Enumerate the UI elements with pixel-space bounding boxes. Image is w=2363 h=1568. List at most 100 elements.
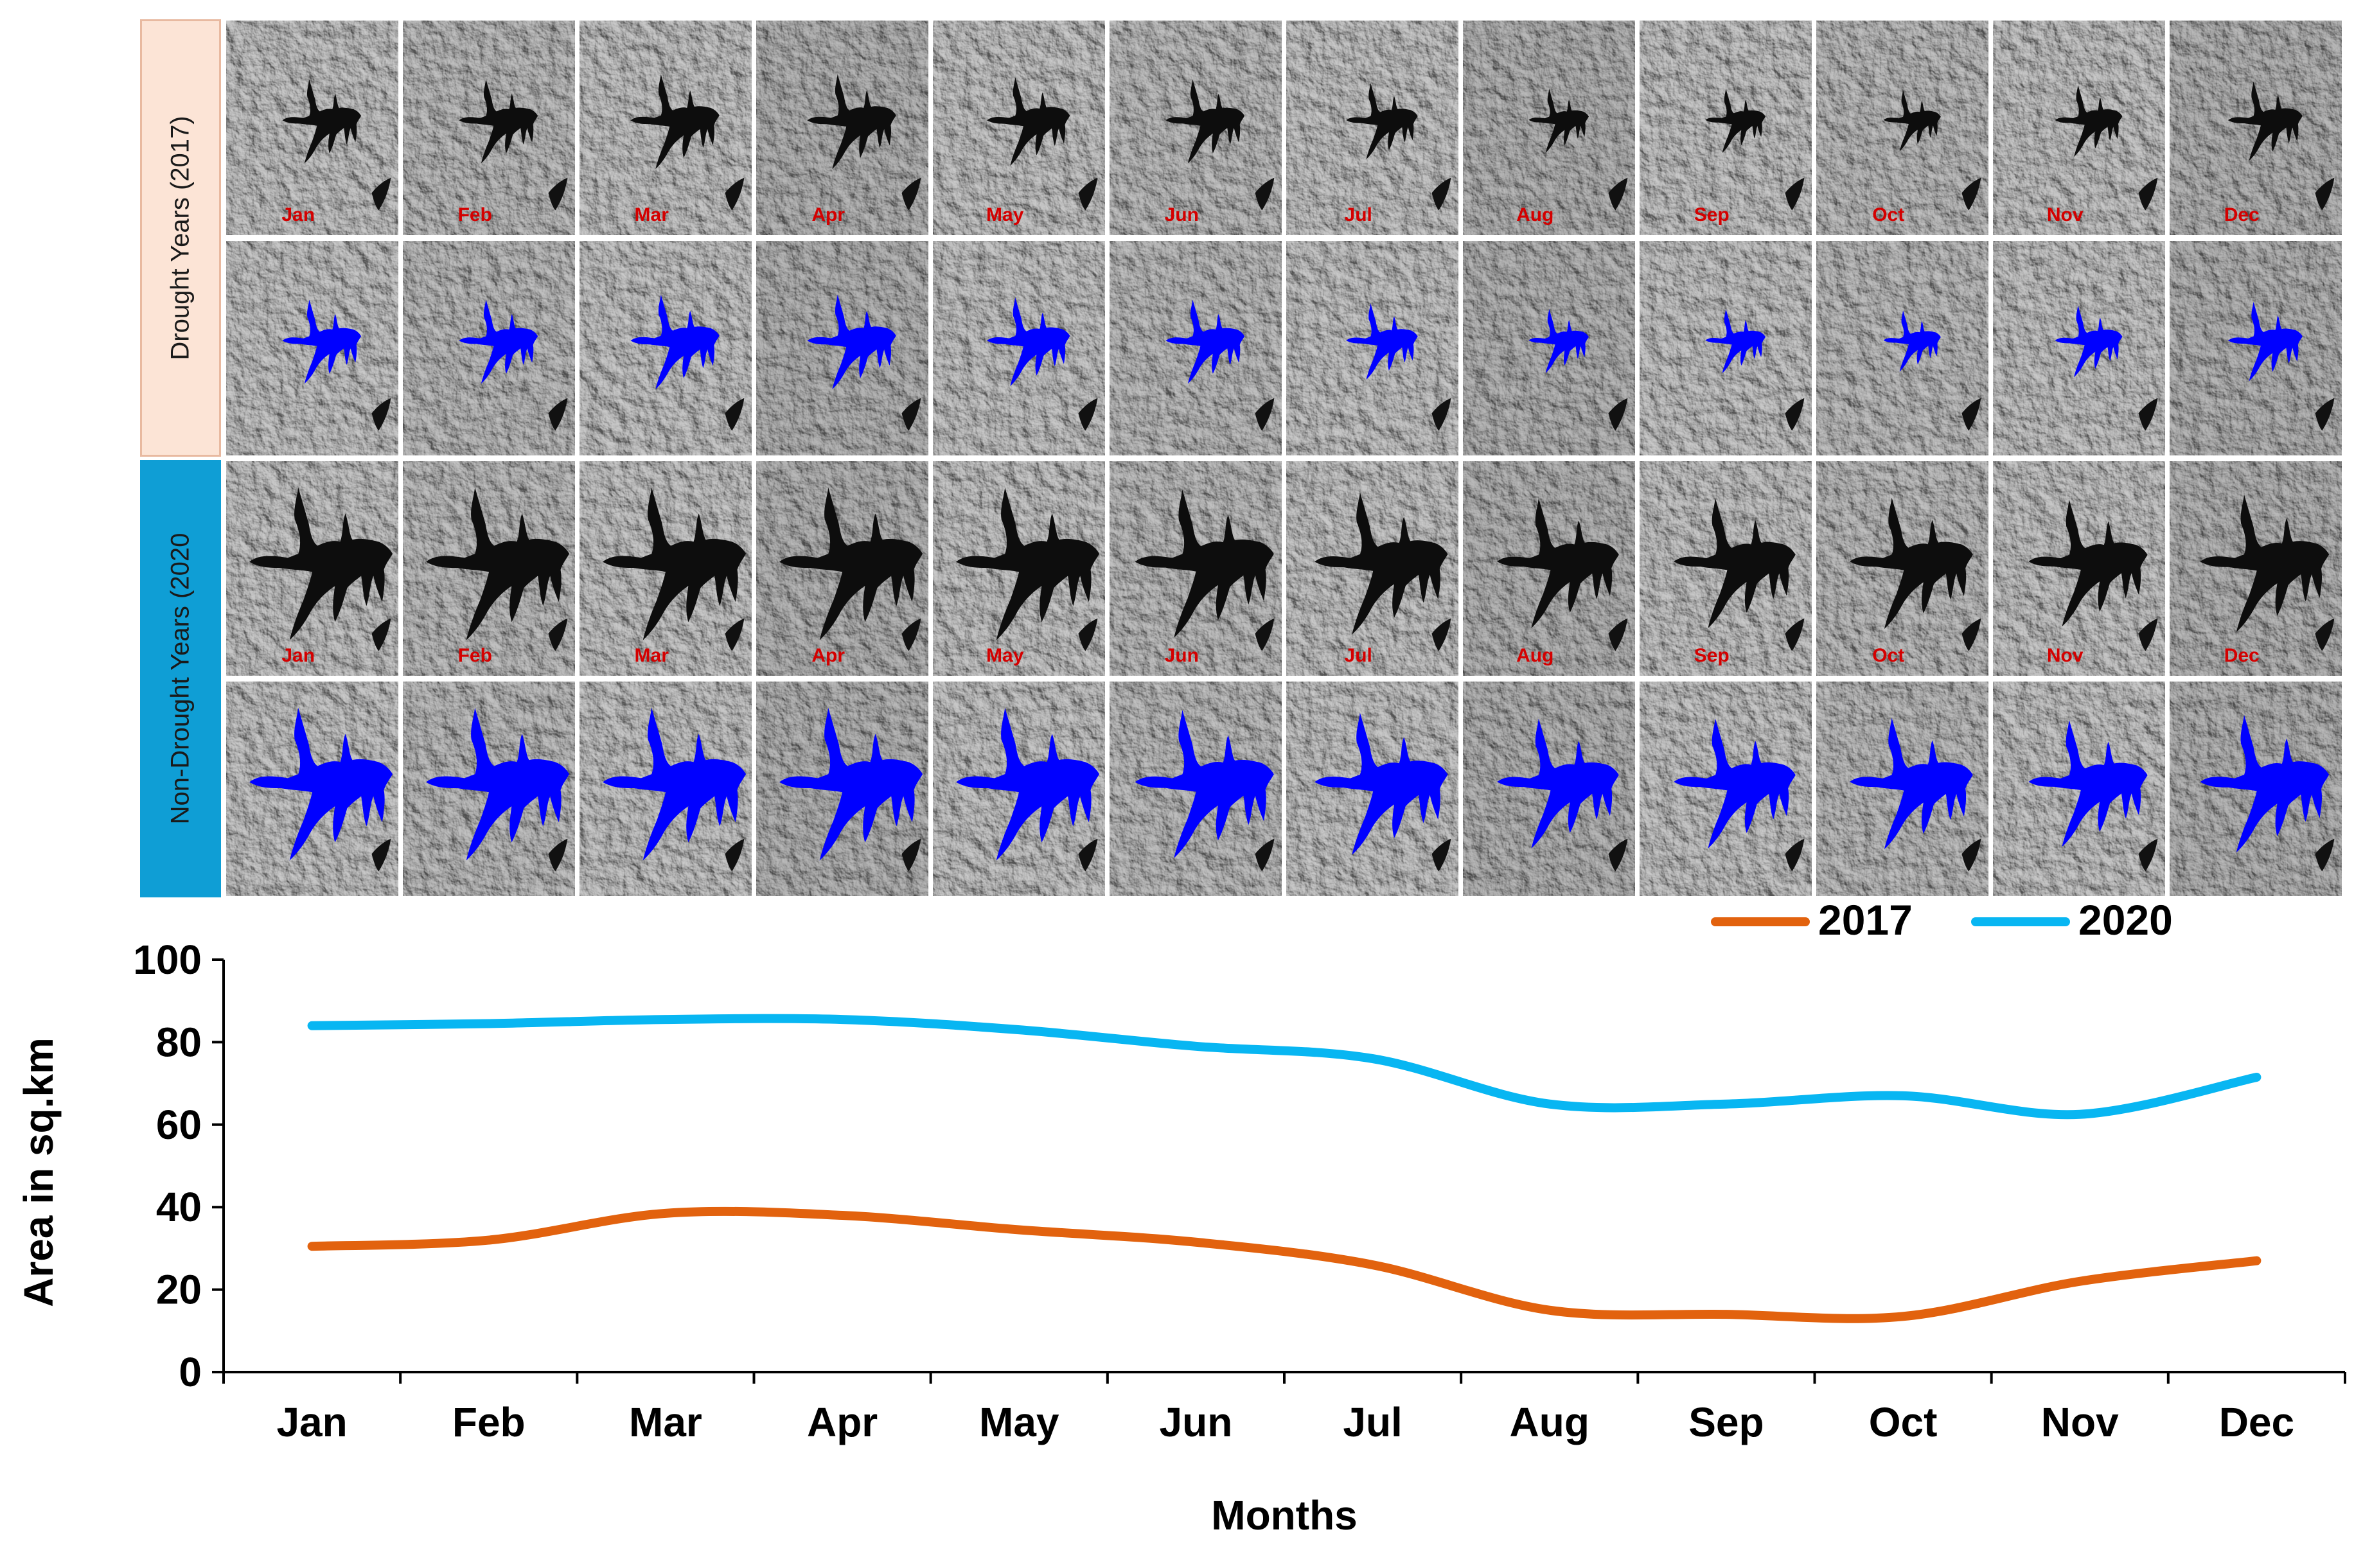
x-tick-label: Apr bbox=[807, 1399, 878, 1445]
satellite-tile bbox=[1460, 238, 1638, 458]
dark-landform bbox=[2315, 398, 2335, 431]
water-body bbox=[2055, 85, 2123, 157]
dark-landform bbox=[725, 398, 745, 431]
classified-water-extent bbox=[2227, 301, 2303, 382]
classified-water-extent bbox=[2200, 715, 2330, 853]
water-body bbox=[1883, 90, 1941, 152]
classified-water-extent bbox=[1883, 310, 1941, 372]
water-body bbox=[426, 487, 570, 640]
dark-landform bbox=[548, 618, 568, 651]
classified-water-extent bbox=[1314, 712, 1448, 855]
dark-landform bbox=[1255, 618, 1275, 651]
tile-month-label: Apr bbox=[811, 204, 845, 225]
water-body bbox=[2227, 81, 2303, 161]
satellite-tile bbox=[577, 679, 754, 897]
row-group-label-text: Drought Years (2017) bbox=[166, 116, 195, 360]
satellite-tile bbox=[1284, 238, 1461, 458]
satellite-tile bbox=[225, 238, 401, 458]
dark-landform bbox=[2138, 838, 2158, 872]
water-body bbox=[459, 79, 538, 164]
tile-month-label: Jun bbox=[1165, 645, 1199, 666]
dark-landform bbox=[1255, 398, 1275, 431]
satellite-tile bbox=[400, 679, 578, 897]
satellite-tile bbox=[1637, 679, 1814, 897]
x-tick-label: Mar bbox=[629, 1399, 702, 1445]
tile-month-label: Feb bbox=[458, 204, 492, 225]
satellite-tile bbox=[2167, 238, 2343, 458]
satellite-tile: Mar bbox=[577, 19, 754, 238]
dark-landform bbox=[548, 398, 568, 431]
dark-landform bbox=[725, 838, 745, 872]
tile-month-label: Dec bbox=[2224, 204, 2260, 225]
water-body bbox=[779, 487, 923, 640]
water-body bbox=[603, 487, 747, 640]
satellite-tile: Apr bbox=[754, 459, 931, 678]
dark-landform bbox=[1608, 618, 1628, 651]
classified-water-extent bbox=[1497, 718, 1619, 849]
series-line-2017 bbox=[307, 1206, 2261, 1323]
tile-month-label: Jan bbox=[281, 204, 315, 225]
satellite-tile bbox=[1284, 679, 1461, 897]
x-tick-label: Sep bbox=[1688, 1399, 1764, 1445]
tile-month-label: Sep bbox=[1694, 204, 1730, 225]
classified-water-extent bbox=[987, 297, 1070, 387]
satellite-tile: Sep bbox=[1637, 459, 1814, 678]
y-tick-label: 100 bbox=[133, 937, 202, 983]
classified-water-extent bbox=[249, 707, 393, 861]
classified-water-extent bbox=[1165, 299, 1245, 384]
dark-landform bbox=[1078, 398, 1098, 431]
classified-water-extent bbox=[603, 707, 747, 861]
dark-landform bbox=[371, 177, 391, 211]
water-body bbox=[1165, 79, 1245, 164]
tile-month-label: Jan bbox=[281, 645, 315, 666]
dark-landform bbox=[1961, 398, 1981, 431]
satellite-tile: Feb bbox=[400, 459, 578, 678]
legend-label-2020: 2020 bbox=[2078, 896, 2173, 944]
water-body bbox=[1674, 498, 1796, 628]
dark-landform bbox=[1255, 838, 1275, 872]
dark-landform bbox=[2315, 618, 2335, 651]
satellite-tile: Jul bbox=[1284, 459, 1461, 678]
x-tick-label: Nov bbox=[2041, 1399, 2119, 1445]
dark-landform bbox=[548, 838, 568, 872]
tile-month-label: Nov bbox=[2047, 204, 2084, 225]
satellite-tile: Feb bbox=[400, 19, 578, 238]
water-body bbox=[1528, 89, 1589, 154]
dark-landform bbox=[1785, 398, 1805, 431]
satellite-tile: Aug bbox=[1460, 19, 1638, 238]
dark-landform bbox=[1961, 177, 1981, 211]
tile-month-label: May bbox=[986, 645, 1024, 666]
classified-water-extent bbox=[282, 299, 362, 384]
dark-landform bbox=[725, 177, 745, 211]
satellite-tile bbox=[930, 679, 1108, 897]
tile-month-label: Apr bbox=[811, 645, 845, 666]
dark-landform bbox=[901, 177, 921, 211]
dark-landform bbox=[371, 398, 391, 431]
classified-water-extent bbox=[2028, 720, 2148, 847]
water-body bbox=[1497, 498, 1619, 628]
satellite-tile: Oct bbox=[1814, 459, 1991, 678]
tile-month-label: Mar bbox=[635, 645, 669, 666]
water-body bbox=[987, 77, 1070, 166]
dark-landform bbox=[2138, 398, 2158, 431]
satellite-tile: Jun bbox=[1107, 459, 1284, 678]
satellite-tile: Aug bbox=[1460, 459, 1638, 678]
tile-month-label: Nov bbox=[2047, 645, 2084, 666]
dark-landform bbox=[1961, 838, 1981, 872]
x-tick-label: Jan bbox=[276, 1399, 347, 1445]
satellite-tile bbox=[930, 238, 1108, 458]
satellite-tile: Oct bbox=[1814, 19, 1991, 238]
satellite-tile bbox=[1814, 679, 1991, 897]
tile-month-label: Jul bbox=[1345, 204, 1372, 225]
dark-landform bbox=[1078, 838, 1098, 872]
x-tick-label: Feb bbox=[452, 1399, 526, 1445]
dark-landform bbox=[1608, 398, 1628, 431]
x-tick-label: May bbox=[979, 1399, 1059, 1445]
tile-month-label: Feb bbox=[458, 645, 492, 666]
classified-water-extent bbox=[2055, 305, 2123, 378]
dark-landform bbox=[1785, 838, 1805, 872]
satellite-tile: Dec bbox=[2167, 459, 2343, 678]
satellite-tile bbox=[225, 679, 401, 897]
classified-water-extent bbox=[956, 707, 1100, 861]
